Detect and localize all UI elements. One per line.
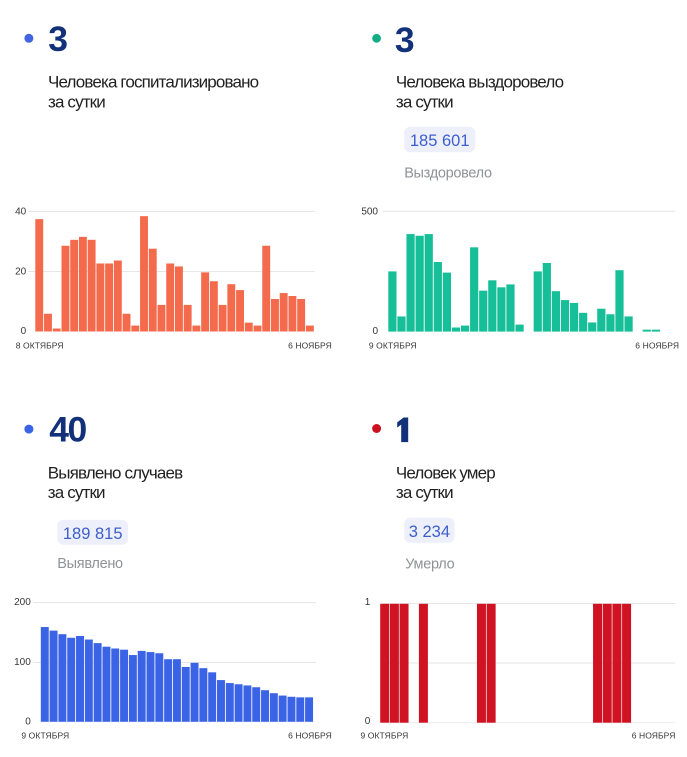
svg-text:Человека госпитализировано: Человека госпитализировано xyxy=(48,72,259,91)
svg-text:6 НОЯБРЯ: 6 НОЯБРЯ xyxy=(288,730,332,740)
svg-text:9 ОКТЯБРЯ: 9 ОКТЯБРЯ xyxy=(369,341,417,351)
svg-text:40: 40 xyxy=(49,409,86,449)
svg-text:0: 0 xyxy=(21,326,27,337)
svg-text:Человека выздоровело: Человека выздоровело xyxy=(396,73,564,92)
svg-text:3: 3 xyxy=(395,20,414,60)
svg-text:за сутки: за сутки xyxy=(396,483,453,502)
svg-text:100: 100 xyxy=(14,657,31,668)
svg-text:20: 20 xyxy=(15,266,27,277)
svg-text:Умерло: Умерло xyxy=(405,557,454,573)
svg-text:6 НОЯБРЯ: 6 НОЯБРЯ xyxy=(632,730,676,740)
svg-text:Выявлено: Выявлено xyxy=(57,556,123,572)
svg-text:8 ОКТЯБРЯ: 8 ОКТЯБРЯ xyxy=(16,341,64,351)
svg-text:40: 40 xyxy=(15,206,27,217)
svg-text:Человек умер: Человек умер xyxy=(396,463,495,482)
svg-text:Выявлено случаев: Выявлено случаев xyxy=(48,463,183,482)
svg-text:189 815: 189 815 xyxy=(63,525,123,543)
svg-text:6 НОЯБРЯ: 6 НОЯБРЯ xyxy=(635,341,679,351)
svg-text:0: 0 xyxy=(25,716,31,727)
svg-text:0: 0 xyxy=(365,716,371,727)
svg-text:1: 1 xyxy=(365,597,371,608)
svg-text:Выздоровело: Выздоровело xyxy=(404,166,492,182)
svg-text:9 ОКТЯБРЯ: 9 ОКТЯБРЯ xyxy=(21,730,69,740)
svg-text:185 601: 185 601 xyxy=(410,132,470,150)
svg-text:3: 3 xyxy=(48,19,67,59)
svg-text:3 234: 3 234 xyxy=(409,523,450,541)
svg-text:9 ОКТЯБРЯ: 9 ОКТЯБРЯ xyxy=(361,730,409,740)
svg-text:200: 200 xyxy=(14,597,31,608)
svg-text:за сутки: за сутки xyxy=(396,93,453,112)
svg-text:0: 0 xyxy=(372,326,378,337)
svg-text:за сутки: за сутки xyxy=(48,92,105,111)
svg-text:6 НОЯБРЯ: 6 НОЯБРЯ xyxy=(288,341,332,351)
svg-text:за сутки: за сутки xyxy=(48,483,105,502)
svg-text:500: 500 xyxy=(361,206,378,217)
